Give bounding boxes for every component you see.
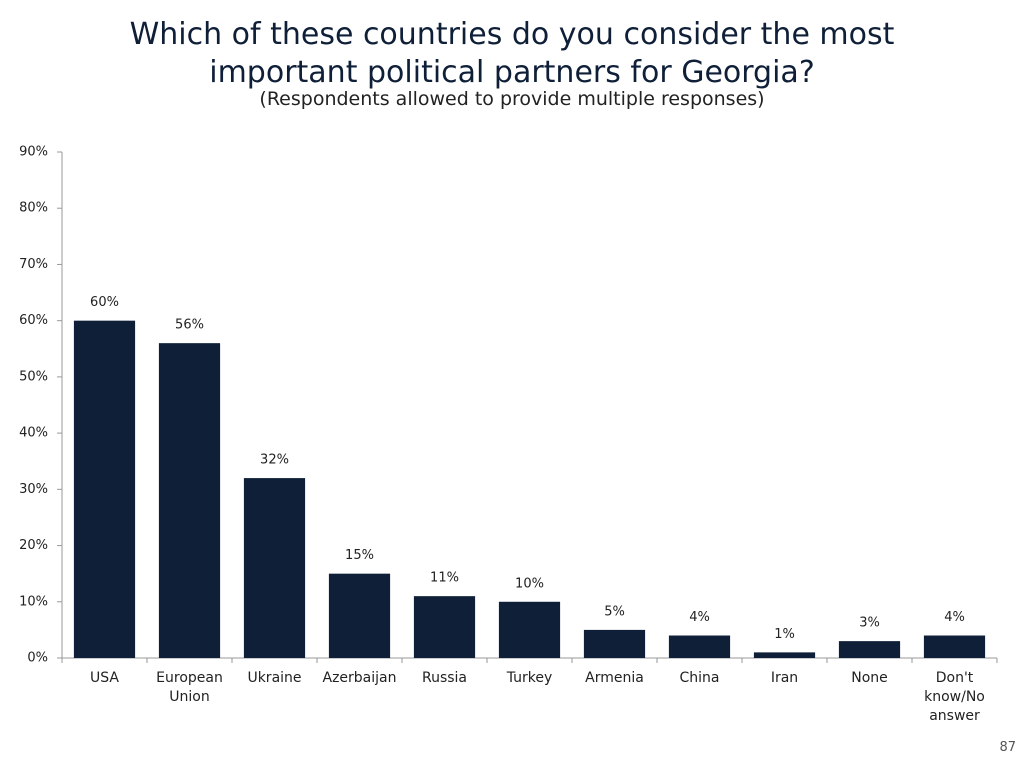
- x-tick-label: USA: [90, 670, 119, 686]
- x-tick-label: Iran: [770, 670, 799, 686]
- data-label: 4%: [689, 610, 710, 625]
- bar: [413, 596, 476, 658]
- data-label: 32%: [260, 453, 289, 468]
- chart-title: Which of these countries do you consider…: [129, 17, 895, 90]
- bar: [753, 652, 816, 658]
- x-tick-label: None: [851, 670, 888, 686]
- y-tick-label: 10%: [19, 594, 48, 609]
- page-number: 87: [999, 740, 1016, 755]
- bar: [73, 320, 136, 658]
- y-tick-label: 60%: [19, 313, 48, 328]
- bar: [158, 343, 221, 658]
- y-tick-label: 30%: [19, 482, 48, 497]
- data-label: 15%: [345, 548, 374, 563]
- y-tick-label: 50%: [19, 369, 48, 384]
- x-tick-label: Armenia: [585, 670, 644, 686]
- y-tick-label: 0%: [27, 651, 48, 666]
- data-label: 1%: [774, 627, 795, 642]
- x-tick-label: Russia: [421, 670, 468, 686]
- bar: [243, 478, 306, 658]
- x-tick-label: European Union: [156, 670, 223, 705]
- x-tick-label: Ukraine: [247, 670, 302, 686]
- y-tick-label: 80%: [19, 201, 48, 216]
- data-label: 11%: [430, 571, 459, 586]
- bar: [498, 601, 561, 658]
- y-tick-label: 20%: [19, 538, 48, 553]
- y-tick-label: 40%: [19, 426, 48, 441]
- bar: [328, 573, 391, 658]
- y-tick-label: 70%: [19, 257, 48, 272]
- bar: [668, 635, 731, 658]
- x-tick-label: China: [679, 670, 720, 686]
- y-tick-label: 90%: [19, 145, 48, 160]
- chart-subtitle: (Respondents allowed to provide multiple…: [259, 88, 765, 110]
- data-label: 4%: [944, 610, 965, 625]
- data-label: 5%: [604, 604, 625, 619]
- x-tick-label: Turkey: [506, 670, 553, 686]
- data-label: 56%: [175, 318, 204, 333]
- x-tick-label: Don't know/No answer: [924, 670, 985, 724]
- x-tick-label: Azerbaijan: [322, 670, 397, 686]
- bar: [583, 629, 646, 658]
- data-label: 10%: [515, 576, 544, 591]
- bar: [923, 635, 986, 658]
- data-label: 60%: [90, 295, 119, 310]
- bar: [838, 641, 901, 658]
- data-label: 3%: [859, 616, 880, 631]
